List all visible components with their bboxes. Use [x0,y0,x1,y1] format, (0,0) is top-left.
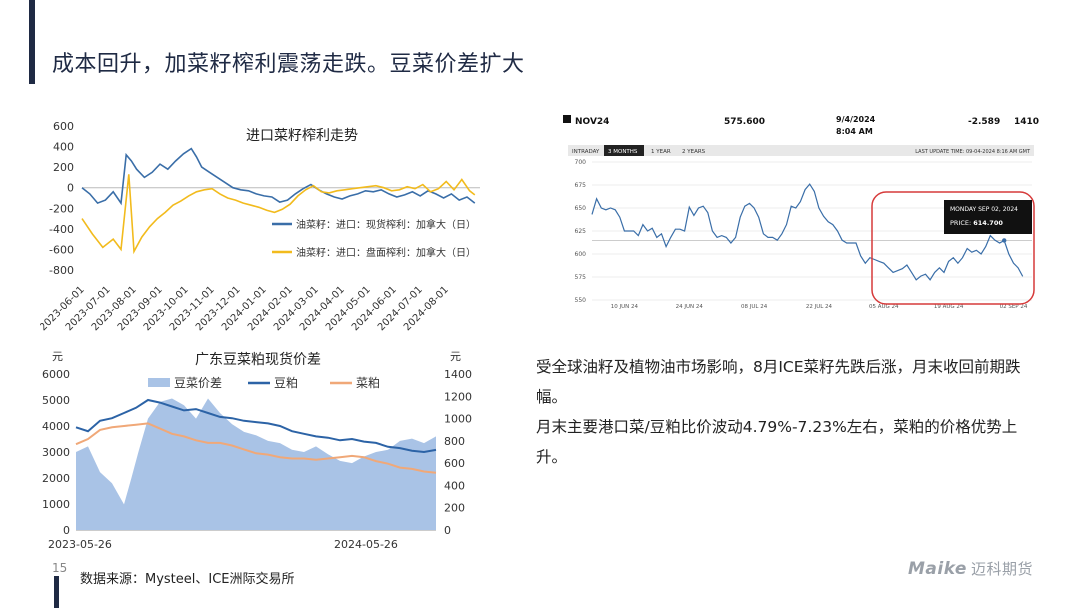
x-tick-label: 24 JUN 24 [676,304,704,310]
right-axis-unit: 元 [450,350,461,363]
source-note: 数据来源：Mysteel、ICE洲际交易所 [80,572,295,587]
tooltip-price-label: PRICE: [950,219,973,227]
chart-title: 广东豆菜粕现货价差 [195,351,321,368]
active-tab-bg [604,145,644,156]
y-tick-label: 675 [575,182,587,189]
y-tick-label-right: 0 [444,524,451,537]
legend-label-1: 豆粕 [274,375,298,390]
y-tick-label-right: 600 [444,457,465,470]
y-tick-label: 550 [575,297,587,304]
x-tick-label: 2023-05-26 [48,538,112,551]
tooltip-date: MONDAY SEP 02, 2024 [950,206,1018,213]
quote-date: 9/4/2024 [836,115,876,124]
commentary-paragraph-2: 月末主要港口菜/豆粕比价波动4.79%-7.23%左右，菜粕的价格优势上升。 [536,418,1018,466]
page-title: 成本回升，加菜籽榨利震荡走跌。豆菜价差扩大 [52,52,525,77]
highlight-box [871,191,1035,305]
x-tick-label: 10 JUN 24 [611,304,639,310]
spread-area [76,398,436,530]
x-tick-label: 22 JUL 24 [806,304,833,310]
y-tick-label: -200 [49,202,74,215]
y-tick-label: 200 [53,161,74,174]
y-tick-label: 650 [575,205,587,212]
legend-label-0: 油菜籽：进口：现货榨利：加拿大（日） [296,218,476,231]
series-line-0 [81,147,476,206]
tooltip-price-text: PRICE: 614.700 [950,219,1003,227]
volume: 1410 [1014,117,1039,127]
y-tick-label: -400 [49,223,74,236]
x-tick-label: 05 AUG 24 [869,304,899,310]
y-tick-label: 400 [53,141,74,154]
y-tick-label-right: 1000 [444,413,472,426]
series-line-1 [75,398,437,454]
x-tick-label: 08 JUL 24 [741,304,768,310]
legend-swatch-0 [148,378,170,387]
last-update-label: LAST UPDATE TIME: 09-04-2024 8:16 AM GMT [915,149,1031,155]
y-tick-label: -600 [49,243,74,256]
tooltip-box [944,200,1032,234]
price-line [591,183,1024,281]
series-line-2 [75,422,437,474]
y-tick-label: 600 [575,251,587,258]
y-tick-label-right: 1400 [444,368,472,381]
ice-canola-chart: NOV24 575.600 9/4/2024 8:04 AM -2.589 1410 INT… [563,115,1039,310]
tab-2-years: 2 YEARS [682,149,706,155]
logo-cn-text: 迈科期货 [970,560,1033,578]
quote-time: 8:04 AM [836,127,873,136]
x-tick-label: 19 AUG 24 [934,304,964,310]
left-axis-unit: 元 [52,350,63,363]
y-tick-label: 0 [67,182,74,195]
y-tick-label-right: 400 [444,479,465,492]
legend-label-1: 油菜籽：进口：盘面榨利：加拿大（日） [296,246,476,259]
y-tick-label: -800 [49,264,74,277]
y-tick-label-right: 1200 [444,390,472,403]
last-price: 575.600 [724,117,765,127]
logo-text: Maike [908,559,967,579]
y-tick-label-left: 5000 [42,394,70,407]
y-tick-label-left: 0 [63,524,70,537]
accent-bar [29,0,35,84]
page-number: 15 [52,561,68,575]
tab-intraday: INTRADAY [572,149,600,155]
x-tick-label: 02 SEP 24 [1000,304,1028,310]
meal-spread-chart: 元元广东豆菜粕现货价差60005000400030002000100001400… [42,350,472,551]
y-tick-label-left: 2000 [42,472,70,485]
y-tick-label-left: 3000 [42,446,70,459]
tab-3-months: 3 MONTHS [608,149,638,155]
meal-spread-chart-panel: 元元广东豆菜粕现货价差 6000 5000 4000 3000 2000 1000 0 1400… [40,342,480,554]
y-tick-label-left: 1000 [42,498,70,511]
x-tick-label: 2024-05-26 [334,538,398,551]
tab-1-year: 1 YEAR [651,149,671,155]
ice-canola-chart-panel: NOV24 575.600 9/4/2024 8:04 AM -2.589 1410 INT… [562,112,1042,317]
y-tick-label-left: 6000 [42,368,70,381]
crush-margin-chart-panel: 600 400 200 0 -200 -400 -600 -800 2023-06-01 2023… [38,112,490,333]
contract-icon [563,115,571,123]
y-tick-label: 575 [575,274,587,281]
legend-label-2: 菜粕 [356,375,380,390]
y-tick-label: 700 [575,159,587,166]
tooltip-marker [1002,238,1007,243]
commentary-paragraph-1: 受全球油籽及植物油市场影响，8月ICE菜籽先跌后涨，月末收回前期跌幅。 [536,358,1021,406]
y-tick-label-right: 800 [444,435,465,448]
tab-bar [568,145,1034,156]
commentary-text: 受全球油籽及植物油市场影响，8月ICE菜籽先跌后涨，月末收回前期跌幅。 月末主要… [536,352,1036,472]
y-tick-label-left: 4000 [42,420,70,433]
chart-title: 进口菜籽榨利走势 [246,127,358,144]
crush-margin-chart: 6004002000-200-400-600-8002023-06-012023… [38,120,480,333]
y-tick-label: 600 [53,120,74,133]
contract-label: NOV24 [575,117,609,127]
legend-label-0: 豆菜价差 [174,376,222,390]
series-line-1 [81,174,476,255]
price-change: -2.589 [968,117,1000,127]
accent-bar-bottom [54,576,59,608]
tooltip-price-value: 614.700 [973,219,1003,227]
y-tick-label-right: 200 [444,502,465,515]
maike-logo: Maike 迈科期货 [908,558,1033,579]
y-tick-label: 625 [575,228,587,235]
